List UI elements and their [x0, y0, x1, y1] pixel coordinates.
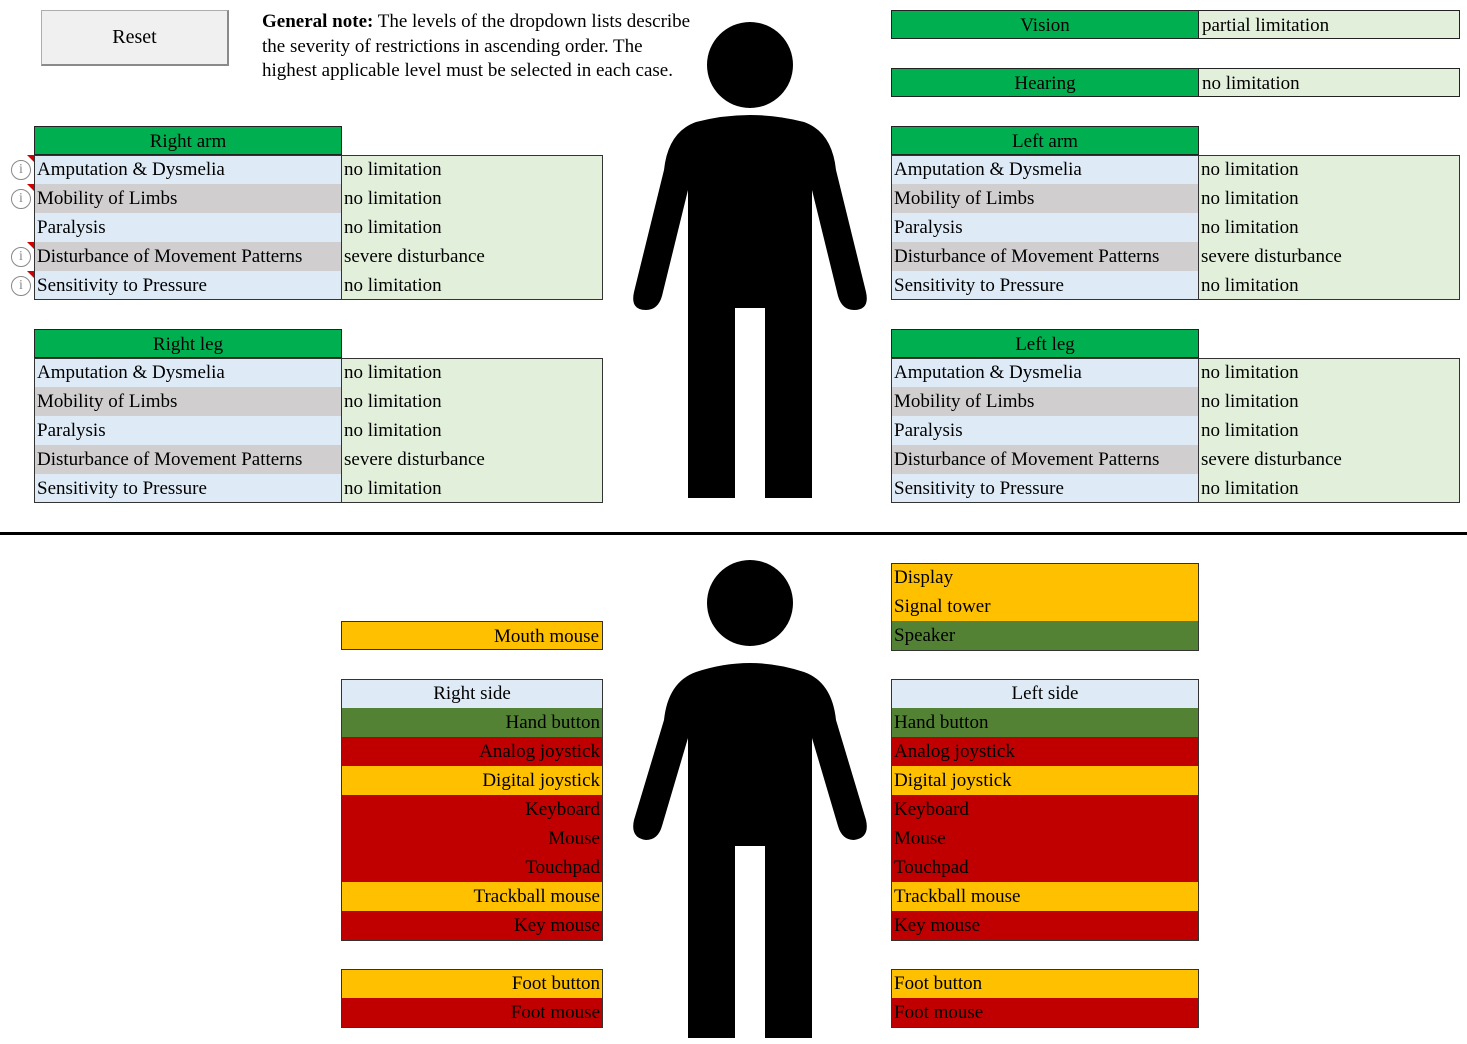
left-leg-label-amputation: Amputation & Dysmelia [891, 358, 1199, 387]
info-icon[interactable]: i [11, 276, 31, 296]
left-arm-label-mobility: Mobility of Limbs [891, 184, 1199, 213]
general-note-text: The levels of the dropdown lists describ… [262, 11, 691, 81]
right-foot-button-item[interactable]: Foot button [341, 969, 603, 998]
person-figure-icon [633, 22, 867, 498]
left-leg-title: Left leg [891, 329, 1199, 358]
info-icon[interactable]: i [11, 247, 31, 267]
left-side-title: Left side [891, 679, 1199, 708]
right-leg-label-sensitivity: Sensitivity to Pressure [34, 474, 342, 503]
person-figure-icon [633, 560, 867, 1038]
speaker-item[interactable]: Speaker [891, 621, 1199, 650]
reset-button[interactable]: Reset [41, 10, 229, 66]
right-touchpad-item[interactable]: Touchpad [341, 853, 603, 882]
left-mouse-item[interactable]: Mouse [891, 824, 1199, 853]
section-divider [0, 532, 1467, 535]
comment-flag-icon [27, 271, 34, 278]
left-arm-label-amputation: Amputation & Dysmelia [891, 155, 1199, 184]
left-arm-mobility-dropdown[interactable]: no limitation [1198, 184, 1460, 213]
vision-label: Vision [891, 10, 1199, 39]
left-hand-button-item[interactable]: Hand button [891, 708, 1199, 737]
right-leg-movement-dropdown[interactable]: severe disturbance [341, 445, 603, 474]
right-arm-label-sensitivity: Sensitivity to Pressure [34, 271, 342, 300]
left-foot-button-item[interactable]: Foot button [891, 969, 1199, 998]
right-arm-sensitivity-dropdown[interactable]: no limitation [341, 271, 603, 300]
left-leg-sensitivity-dropdown[interactable]: no limitation [1198, 474, 1460, 503]
right-leg-sensitivity-dropdown[interactable]: no limitation [341, 474, 603, 503]
right-arm-movement-dropdown[interactable]: severe disturbance [341, 242, 603, 271]
left-analog-joystick-item[interactable]: Analog joystick [891, 737, 1199, 766]
right-digital-joystick-item[interactable]: Digital joystick [341, 766, 603, 795]
left-leg-paralysis-dropdown[interactable]: no limitation [1198, 416, 1460, 445]
right-arm-label-movement: Disturbance of Movement Patterns [34, 242, 342, 271]
left-arm-amputation-dropdown[interactable]: no limitation [1198, 155, 1460, 184]
left-arm-label-sensitivity: Sensitivity to Pressure [891, 271, 1199, 300]
comment-flag-icon [27, 155, 34, 162]
right-arm-label-amputation: Amputation & Dysmelia [34, 155, 342, 184]
left-key-mouse-item[interactable]: Key mouse [891, 911, 1199, 940]
left-leg-label-movement: Disturbance of Movement Patterns [891, 445, 1199, 474]
left-arm-sensitivity-dropdown[interactable]: no limitation [1198, 271, 1460, 300]
info-icon[interactable]: i [11, 189, 31, 209]
left-foot-mouse-item[interactable]: Foot mouse [891, 998, 1199, 1027]
right-foot-mouse-item[interactable]: Foot mouse [341, 998, 603, 1027]
right-mouse-item[interactable]: Mouse [341, 824, 603, 853]
signal-tower-item[interactable]: Signal tower [891, 592, 1199, 621]
left-leg-mobility-dropdown[interactable]: no limitation [1198, 387, 1460, 416]
right-leg-title: Right leg [34, 329, 342, 358]
right-arm-paralysis-dropdown[interactable]: no limitation [341, 213, 603, 242]
hearing-dropdown[interactable]: no limitation [1198, 68, 1460, 97]
right-arm-label-paralysis: Paralysis [34, 213, 342, 242]
right-leg-amputation-dropdown[interactable]: no limitation [341, 358, 603, 387]
right-arm-title: Right arm [34, 126, 342, 155]
comment-flag-icon [27, 242, 34, 249]
right-leg-label-paralysis: Paralysis [34, 416, 342, 445]
left-leg-label-sensitivity: Sensitivity to Pressure [891, 474, 1199, 503]
display-item[interactable]: Display [891, 563, 1199, 592]
vision-dropdown[interactable]: partial limitation [1198, 10, 1460, 39]
left-arm-label-movement: Disturbance of Movement Patterns [891, 242, 1199, 271]
left-arm-title: Left arm [891, 126, 1199, 155]
right-keyboard-item[interactable]: Keyboard [341, 795, 603, 824]
left-arm-movement-dropdown[interactable]: severe disturbance [1198, 242, 1460, 271]
right-leg-label-movement: Disturbance of Movement Patterns [34, 445, 342, 474]
right-hand-button-item[interactable]: Hand button [341, 708, 603, 737]
right-key-mouse-item[interactable]: Key mouse [341, 911, 603, 940]
mouth-mouse-item[interactable]: Mouth mouse [341, 621, 603, 650]
general-note-bold: General note: [262, 11, 374, 32]
info-icon[interactable]: i [11, 160, 31, 180]
right-leg-mobility-dropdown[interactable]: no limitation [341, 387, 603, 416]
left-leg-amputation-dropdown[interactable]: no limitation [1198, 358, 1460, 387]
left-leg-movement-dropdown[interactable]: severe disturbance [1198, 445, 1460, 474]
left-touchpad-item[interactable]: Touchpad [891, 853, 1199, 882]
right-trackball-mouse-item[interactable]: Trackball mouse [341, 882, 603, 911]
general-note: General note: The levels of the dropdown… [262, 10, 692, 84]
comment-flag-icon [27, 184, 34, 191]
right-side-title: Right side [341, 679, 603, 708]
right-leg-label-amputation: Amputation & Dysmelia [34, 358, 342, 387]
left-arm-paralysis-dropdown[interactable]: no limitation [1198, 213, 1460, 242]
left-digital-joystick-item[interactable]: Digital joystick [891, 766, 1199, 795]
left-trackball-mouse-item[interactable]: Trackball mouse [891, 882, 1199, 911]
right-leg-label-mobility: Mobility of Limbs [34, 387, 342, 416]
right-arm-amputation-dropdown[interactable]: no limitation [341, 155, 603, 184]
left-leg-label-paralysis: Paralysis [891, 416, 1199, 445]
hearing-label: Hearing [891, 68, 1199, 97]
left-keyboard-item[interactable]: Keyboard [891, 795, 1199, 824]
left-leg-label-mobility: Mobility of Limbs [891, 387, 1199, 416]
right-leg-paralysis-dropdown[interactable]: no limitation [341, 416, 603, 445]
left-arm-label-paralysis: Paralysis [891, 213, 1199, 242]
right-arm-label-mobility: Mobility of Limbs [34, 184, 342, 213]
right-arm-mobility-dropdown[interactable]: no limitation [341, 184, 603, 213]
right-analog-joystick-item[interactable]: Analog joystick [341, 737, 603, 766]
